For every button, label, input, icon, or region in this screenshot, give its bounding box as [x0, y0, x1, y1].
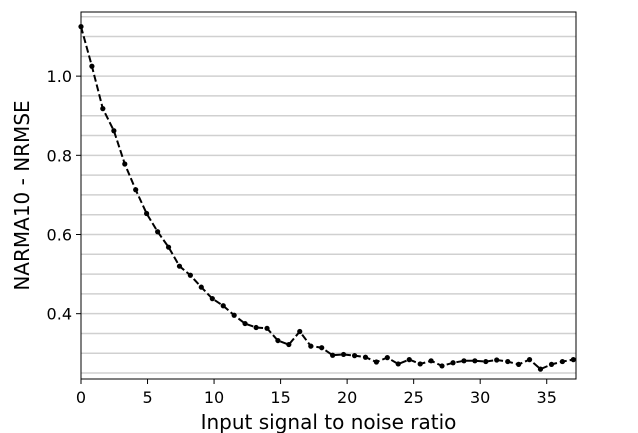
- data-point: [537, 366, 544, 372]
- data-point: [505, 358, 511, 365]
- y-tick-label: 0.6: [47, 225, 72, 244]
- data-point: [155, 229, 161, 235]
- horizontal-gridlines: [81, 16, 576, 374]
- data-point: [209, 296, 215, 302]
- data-point: [253, 324, 259, 331]
- data-point: [395, 361, 401, 367]
- data-point: [417, 361, 423, 367]
- data-point: [176, 263, 183, 269]
- data-point: [165, 244, 172, 250]
- data-point: [439, 363, 445, 369]
- data-point: [319, 345, 325, 351]
- data-point: [231, 312, 237, 318]
- x-tick-label: 35: [537, 388, 557, 407]
- x-tick-label: 25: [403, 388, 423, 407]
- x-tick-label: 30: [470, 388, 490, 407]
- y-tick-label: 0.8: [47, 146, 72, 165]
- x-axis-label: Input signal to noise ratio: [201, 410, 457, 433]
- data-point: [242, 320, 248, 327]
- data-point: [133, 187, 139, 193]
- data-point: [548, 361, 555, 367]
- data-point: [275, 337, 281, 344]
- x-axis-ticks: 0 5 10 15 20 25 30 35: [76, 379, 557, 407]
- data-point: [198, 284, 204, 290]
- data-point: [330, 352, 336, 358]
- x-tick-label: 15: [270, 388, 290, 407]
- data-point: [570, 357, 576, 363]
- data-point: [526, 357, 533, 363]
- data-point: [516, 361, 522, 367]
- series-line: [80, 26, 574, 371]
- y-tick-label: 1.0: [47, 67, 72, 86]
- x-tick-label: 10: [204, 388, 224, 407]
- data-point: [461, 358, 467, 364]
- data-point: [144, 210, 150, 217]
- data-point: [100, 105, 106, 112]
- data-point: [559, 358, 566, 365]
- data-point: [220, 303, 226, 309]
- x-tick-label: 0: [76, 388, 86, 407]
- x-tick-label: 20: [337, 388, 357, 407]
- data-point: [297, 328, 303, 335]
- data-point: [483, 358, 489, 365]
- data-point: [384, 355, 390, 361]
- data-point: [286, 341, 292, 348]
- y-axis-label: NARMA10 - NRMSE: [10, 100, 34, 290]
- data-point: [308, 343, 314, 349]
- data-point: [122, 161, 128, 167]
- data-point: [351, 353, 358, 359]
- plot-area-frame: [80, 11, 577, 380]
- x-tick-label: 5: [142, 388, 152, 407]
- data-point: [406, 357, 412, 363]
- data-point: [264, 325, 270, 331]
- data-point: [340, 351, 347, 358]
- data-point: [494, 357, 500, 363]
- data-point: [450, 360, 456, 366]
- y-tick-label: 0.4: [47, 305, 72, 324]
- data-point: [187, 272, 193, 278]
- data-point: [472, 358, 478, 364]
- data-point: [428, 358, 434, 364]
- data-point: [111, 128, 117, 134]
- y-axis-ticks: 0.4 0.6 0.8 1.0: [47, 67, 81, 324]
- data-point: [362, 354, 369, 360]
- data-point: [373, 359, 380, 365]
- data-point: [89, 63, 95, 69]
